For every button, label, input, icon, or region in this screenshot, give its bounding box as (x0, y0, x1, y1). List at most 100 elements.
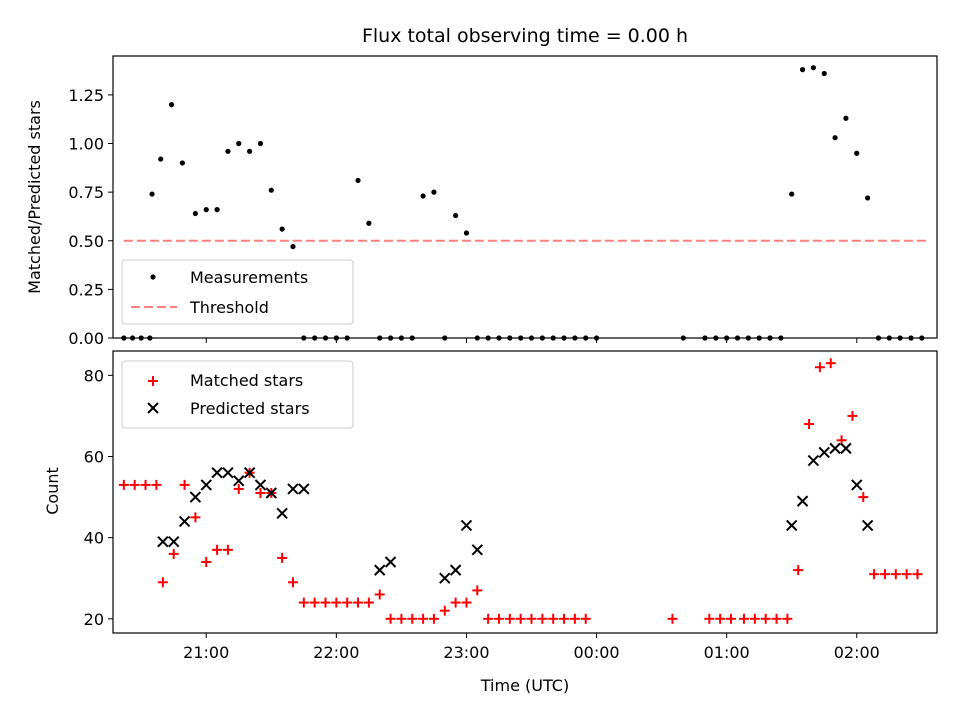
measurement-point (268, 187, 274, 193)
matched-point (472, 585, 483, 596)
matched-point (190, 512, 201, 523)
matched-point (222, 544, 233, 555)
top-y-axis-title: Matched/Predicted stars (25, 100, 44, 294)
measurement-point (865, 195, 871, 201)
predicted-point (807, 454, 820, 467)
predicted-point (861, 519, 874, 532)
chart-title: Flux total observing time = 0.00 h (362, 25, 688, 47)
predicted-point (796, 495, 809, 507)
matched-point (890, 569, 901, 580)
matched-point (118, 479, 129, 490)
matched-point (726, 613, 736, 624)
predicted-point (851, 479, 863, 491)
y-tick-label: 0.00 (68, 329, 104, 348)
matched-point (179, 479, 190, 490)
matched-point (277, 552, 288, 563)
y-tick-label: 80 (84, 366, 104, 385)
matched-point (363, 597, 374, 608)
top-marks (121, 65, 927, 341)
predicted-point (471, 544, 484, 556)
predicted-point (265, 487, 278, 499)
matched-point (771, 613, 782, 624)
matched-point (858, 492, 869, 503)
matched-point (201, 556, 212, 567)
matched-point (912, 569, 923, 580)
measurement-point (179, 160, 185, 166)
matched-point (493, 613, 504, 624)
predicted-point (384, 556, 397, 568)
x-tick-label: 02:00 (834, 643, 880, 662)
predicted-point (449, 564, 462, 576)
matched-point (407, 613, 418, 624)
matched-point (320, 597, 331, 608)
measurement-point (149, 191, 155, 197)
matched-point (385, 613, 396, 624)
x-tick-label: 21:00 (183, 643, 229, 662)
legend-predicted-marker (147, 402, 159, 414)
matched-point (667, 613, 678, 624)
matched-point (418, 613, 429, 624)
matched-point (704, 613, 715, 624)
matched-point (461, 597, 472, 608)
y-tick-label: 40 (84, 529, 104, 548)
matched-point (749, 613, 760, 624)
matched-point (157, 577, 168, 588)
y-tick-label: 20 (84, 610, 104, 629)
matched-point (298, 597, 309, 608)
matched-point (825, 358, 836, 369)
matched-point (515, 613, 526, 624)
matched-point (287, 577, 298, 588)
matched-point (814, 362, 825, 373)
predicted-point (254, 479, 267, 491)
predicted-point (168, 535, 180, 548)
y-tick-label: 1.00 (68, 135, 104, 154)
predicted-point (157, 535, 169, 548)
matched-point (760, 613, 771, 624)
matched-point (140, 479, 151, 490)
matched-point (342, 597, 353, 608)
x-axis-title: Time (UTC) (480, 676, 569, 695)
bottom-y-ticks: 20 40 60 80 (84, 366, 113, 629)
x-tick-label: 22:00 (313, 643, 359, 662)
matched-point (793, 565, 804, 576)
top-plot-frame (112, 55, 938, 339)
measurement-point (257, 140, 264, 147)
bottom-y-axis-title: Count (43, 467, 62, 515)
measurement-point (214, 207, 220, 213)
matched-point (739, 613, 750, 624)
predicted-point (460, 519, 473, 532)
measurement-point (832, 135, 838, 141)
predicted-point (829, 442, 841, 455)
x-tick-label: 01:00 (704, 643, 750, 662)
legend-threshold-label: Threshold (189, 298, 269, 317)
matched-point (483, 613, 494, 624)
measurement-point (821, 70, 827, 77)
legend-matched-label: Matched stars (190, 371, 303, 390)
predicted-point (211, 467, 223, 479)
matched-point (353, 597, 364, 608)
predicted-point (818, 446, 830, 459)
bottom-marks (118, 358, 923, 624)
predicted-point (222, 467, 234, 479)
matched-point (374, 589, 385, 600)
matched-point (715, 613, 726, 624)
matched-point (233, 483, 244, 494)
predicted-point (200, 479, 212, 491)
x-tick-label: 23:00 (443, 643, 489, 662)
matched-point (569, 613, 580, 624)
predicted-point (840, 442, 852, 455)
matched-point (151, 479, 162, 490)
matched-point (331, 597, 342, 608)
predicted-point (374, 564, 386, 576)
bottom-plot-frame (112, 350, 938, 634)
y-tick-label: 1.25 (68, 86, 104, 105)
matched-point (559, 613, 570, 624)
predicted-point (243, 467, 256, 479)
measurement-point (431, 189, 437, 195)
measurement-point (247, 148, 253, 154)
matched-point (879, 569, 890, 580)
measurement-point (843, 115, 849, 121)
measurement-point (453, 212, 459, 219)
legend-predicted-label: Predicted stars (190, 399, 310, 418)
